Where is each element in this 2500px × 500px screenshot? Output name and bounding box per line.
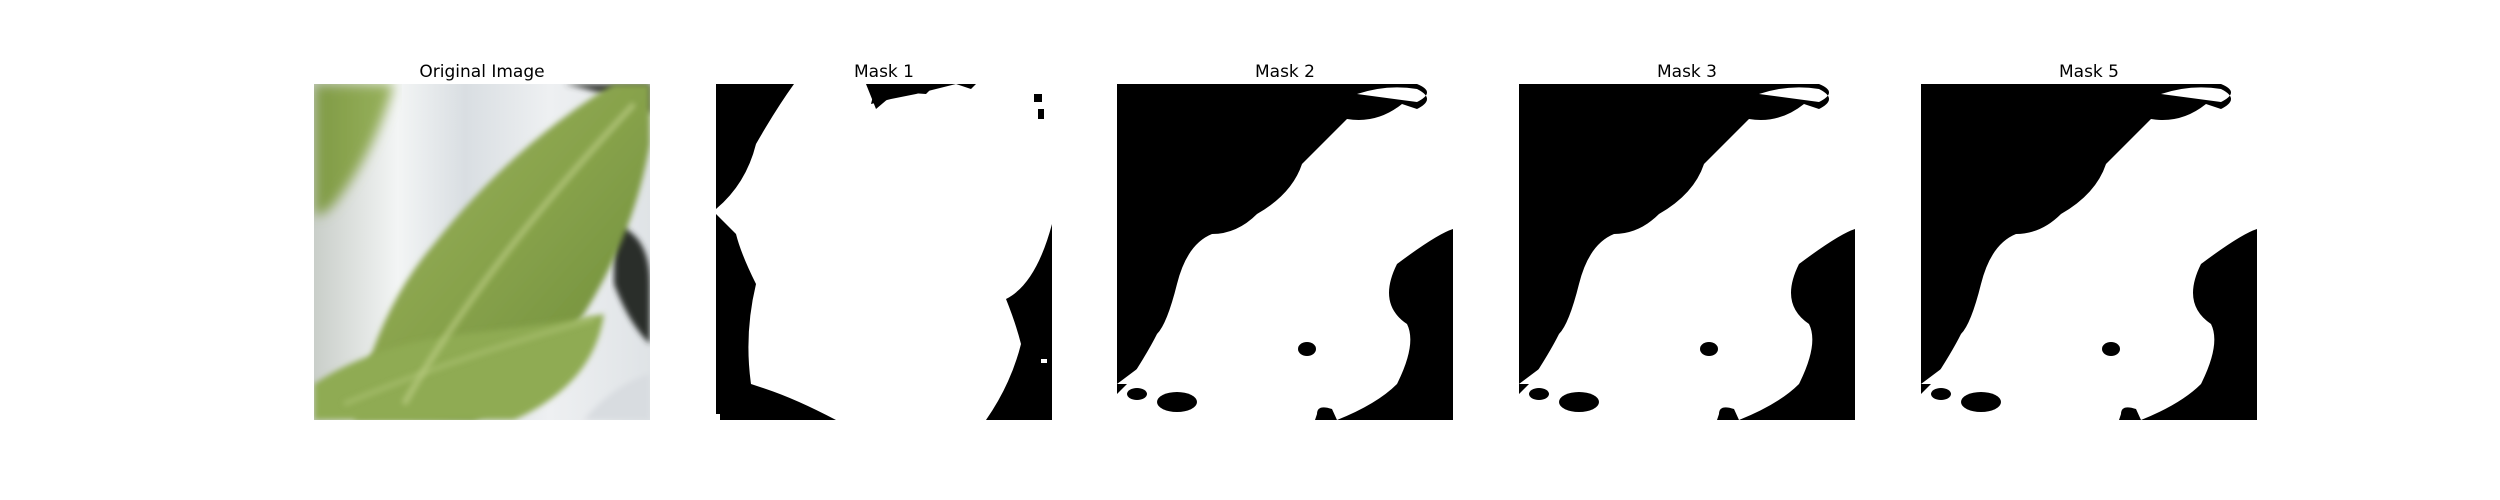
panel-title-mask-2: Mask 2 <box>1254 62 1315 82</box>
panel-title-mask-3: Mask 3 <box>1656 62 1717 82</box>
mask-5-image <box>1921 84 2257 420</box>
panel-mask-1: Mask 1 <box>716 62 1052 420</box>
panel-title-original: Original Image <box>419 62 545 82</box>
panel-title-mask-5: Mask 5 <box>2058 62 2119 82</box>
panel-mask-3: Mask 3 <box>1519 62 1855 420</box>
mask-3-image <box>1519 84 1855 420</box>
panel-original-image: Original Image <box>314 62 650 420</box>
original-image <box>314 84 650 420</box>
panel-mask-5: Mask 5 <box>1921 62 2257 420</box>
mask-2-image <box>1117 84 1453 420</box>
panel-mask-2: Mask 2 <box>1117 62 1453 420</box>
panel-title-mask-1: Mask 1 <box>853 62 914 82</box>
mask-1-image <box>716 84 1052 420</box>
